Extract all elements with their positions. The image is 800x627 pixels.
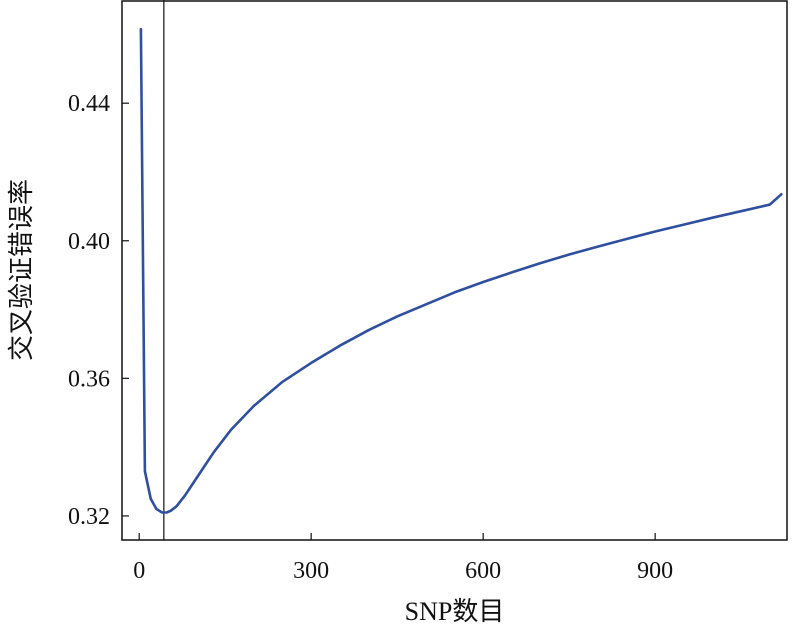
x-tick-label: 900: [637, 558, 673, 584]
y-tick-label: 0.32: [68, 504, 110, 530]
x-tick-label: 600: [465, 558, 501, 584]
y-tick-label: 0.36: [68, 366, 110, 392]
y-axis-title: 交叉验证错误率: [7, 179, 36, 361]
x-axis-title: SNP数目: [405, 597, 505, 626]
y-tick-label: 0.44: [68, 91, 110, 117]
x-tick-label: 300: [293, 558, 329, 584]
series-layer: [139, 27, 783, 514]
x-tick-label: 0: [133, 558, 145, 584]
axis-ticks: 0 300 600 900 0.32 0.36 0.40 0.44: [68, 91, 673, 584]
plot-frame: [121, 0, 788, 541]
series-line: [139, 27, 783, 514]
y-tick-label: 0.40: [68, 229, 110, 255]
